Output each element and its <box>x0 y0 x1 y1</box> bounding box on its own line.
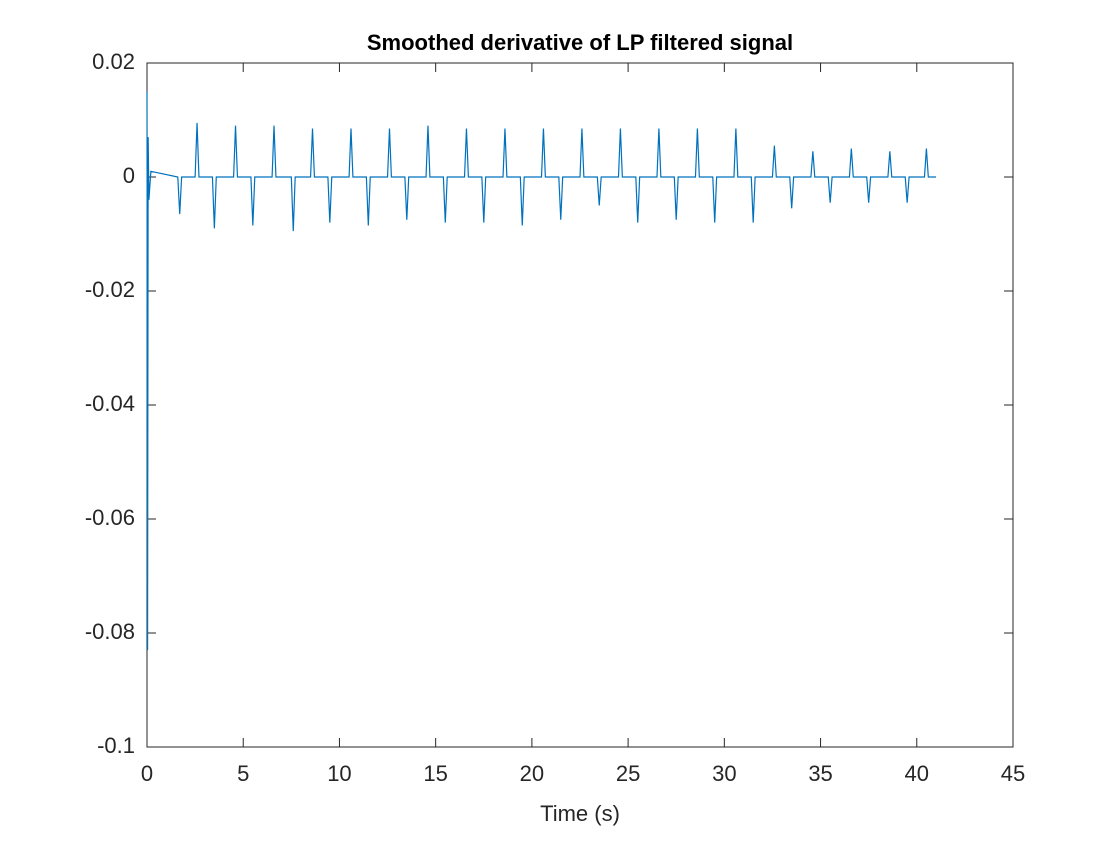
y-tick-label: -0.08 <box>85 619 135 644</box>
y-tick-label: 0 <box>123 163 135 188</box>
chart-title: Smoothed derivative of LP filtered signa… <box>367 30 793 55</box>
y-tick-label: 0.02 <box>92 49 135 74</box>
x-tick-label: 25 <box>616 761 640 786</box>
x-tick-label: 0 <box>141 761 153 786</box>
x-tick-label: 40 <box>905 761 929 786</box>
x-tick-label: 30 <box>712 761 736 786</box>
y-tick-label: -0.06 <box>85 505 135 530</box>
x-tick-label: 10 <box>327 761 351 786</box>
y-tick-label: -0.02 <box>85 277 135 302</box>
data-line <box>146 91 937 651</box>
x-tick-label: 45 <box>1001 761 1025 786</box>
y-tick-label: -0.1 <box>97 733 135 758</box>
x-tick-label: 35 <box>808 761 832 786</box>
x-tick-label: 5 <box>237 761 249 786</box>
x-tick-label: 20 <box>520 761 544 786</box>
y-tick-label: -0.04 <box>85 391 135 416</box>
x-axis-label: Time (s) <box>540 801 620 826</box>
x-tick-label: 15 <box>423 761 447 786</box>
